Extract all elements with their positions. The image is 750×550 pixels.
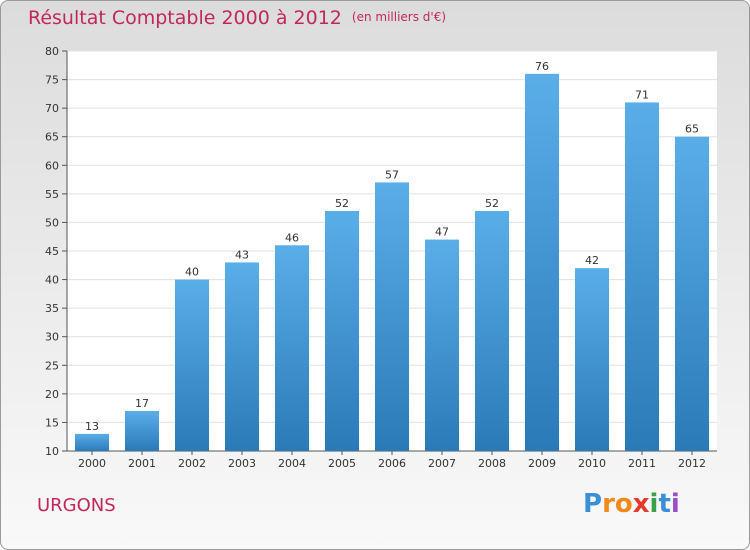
- y-tick-label: 35: [45, 302, 59, 315]
- y-tick-label: 55: [45, 188, 59, 201]
- bar: [575, 268, 609, 451]
- chart-title: Résultat Comptable 2000 à 2012 (en millie…: [28, 7, 446, 29]
- data-label: 43: [235, 248, 249, 261]
- bar: [275, 245, 309, 451]
- y-tick-label: 75: [45, 74, 59, 87]
- data-label: 42: [585, 254, 599, 267]
- x-tick-label: 2005: [328, 457, 356, 470]
- bar: [125, 411, 159, 451]
- data-label: 52: [485, 197, 499, 210]
- x-tick-label: 2007: [428, 457, 456, 470]
- y-tick-label: 45: [45, 245, 59, 258]
- data-label: 76: [535, 60, 549, 73]
- data-label: 47: [435, 226, 449, 239]
- data-label: 13: [85, 420, 99, 433]
- bar: [325, 211, 359, 451]
- x-tick-label: 2009: [528, 457, 556, 470]
- data-label: 40: [185, 266, 199, 279]
- brand-letter: i: [649, 489, 659, 519]
- brand-letter: r: [602, 489, 615, 519]
- bar: [375, 182, 409, 451]
- brand-letter: i: [670, 489, 680, 519]
- x-tick-label: 2011: [628, 457, 656, 470]
- data-label: 52: [335, 197, 349, 210]
- x-tick-label: 2001: [128, 457, 156, 470]
- bar: [425, 239, 459, 451]
- x-tick-label: 2003: [228, 457, 256, 470]
- chart-title-text: Résultat Comptable 2000 à 2012: [28, 7, 342, 29]
- bar: [525, 73, 559, 451]
- brand-letter: o: [614, 489, 633, 519]
- brand-letter: x: [632, 489, 650, 519]
- y-tick-label: 65: [45, 131, 59, 144]
- data-label: 71: [635, 88, 649, 101]
- x-tick-label: 2006: [378, 457, 406, 470]
- data-label: 65: [685, 123, 699, 136]
- y-tick-label: 60: [45, 159, 59, 172]
- data-label: 57: [385, 168, 399, 181]
- y-tick-label: 70: [45, 102, 59, 115]
- chart-subtitle: (en milliers d'€): [351, 10, 447, 24]
- bar: [225, 262, 259, 451]
- x-tick-label: 2010: [578, 457, 606, 470]
- place-name: URGONS: [37, 495, 116, 516]
- y-tick-label: 20: [45, 388, 59, 401]
- brand-letter: P: [583, 489, 603, 519]
- y-tick-label: 30: [45, 331, 59, 344]
- x-tick-label: 2008: [478, 457, 506, 470]
- bar: [675, 136, 709, 451]
- data-label: 17: [135, 397, 149, 410]
- x-tick-label: 2002: [178, 457, 206, 470]
- y-tick-label: 25: [45, 359, 59, 372]
- y-tick-label: 50: [45, 216, 59, 229]
- brand-letter: t: [658, 489, 671, 519]
- y-tick-label: 15: [45, 416, 59, 429]
- x-tick-label: 2000: [78, 457, 106, 470]
- x-tick-label: 2012: [678, 457, 706, 470]
- bar: [475, 211, 509, 451]
- brand-logo: Proxiti: [583, 489, 680, 519]
- y-tick-label: 40: [45, 274, 59, 287]
- data-label: 46: [285, 231, 299, 244]
- x-tick-label: 2004: [278, 457, 306, 470]
- bar: [75, 433, 109, 451]
- bar: [175, 279, 209, 451]
- y-tick-label: 80: [45, 45, 59, 58]
- y-tick-label: 10: [45, 445, 59, 458]
- bar: [625, 102, 659, 451]
